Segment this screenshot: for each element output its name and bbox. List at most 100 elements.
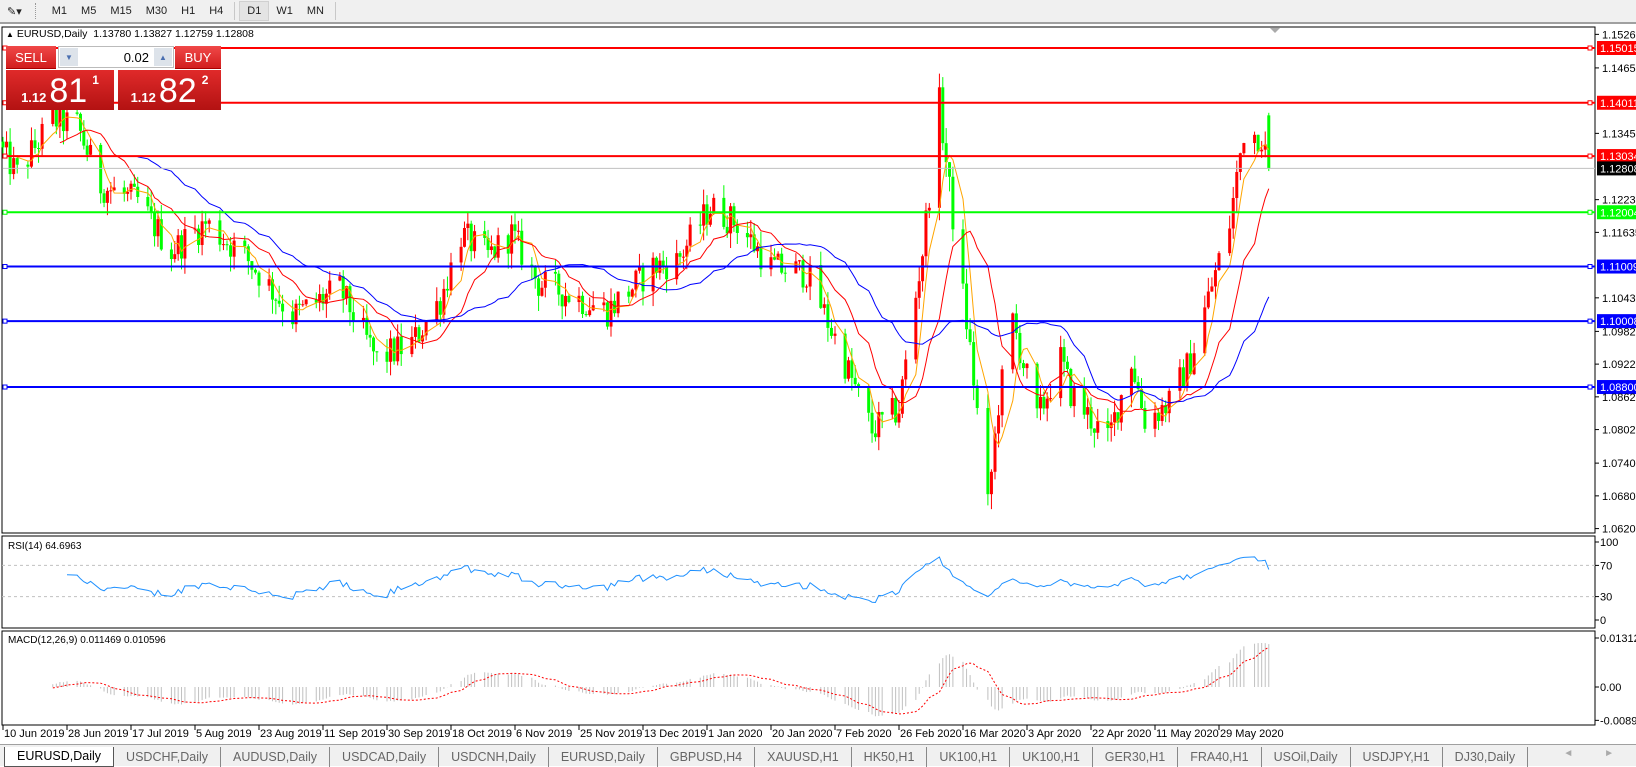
timeframe-h4[interactable]: H4: [209, 5, 224, 17]
candle-body: [605, 302, 609, 327]
candle-body: [769, 257, 773, 270]
buy-button[interactable]: BUY: [175, 46, 221, 69]
macd-panel[interactable]: [1, 630, 1596, 726]
candle-body: [1267, 115, 1271, 169]
candle-body: [1014, 313, 1018, 333]
candle-body: [752, 234, 756, 252]
candle: [274, 298, 278, 315]
chart-tab[interactable]: EURUSD,Daily: [4, 746, 115, 767]
candle: [1178, 359, 1182, 400]
candle: [759, 231, 763, 278]
chart-tab[interactable]: USDJPY,H1: [1351, 746, 1443, 767]
chart-tab[interactable]: XAUUSD,H1: [755, 746, 852, 767]
sell-price-box[interactable]: 1.12 81 1: [6, 70, 114, 110]
chart-tab[interactable]: USOil,Daily: [1262, 746, 1351, 767]
candle-body: [1181, 367, 1185, 388]
timeframe-m15[interactable]: M15: [110, 5, 132, 17]
price-axis-label: 1.09820: [1602, 326, 1636, 338]
candle-body: [277, 300, 281, 304]
level-handle-icon[interactable]: [1587, 384, 1593, 390]
chart-tab[interactable]: UK100,H1: [927, 746, 1011, 767]
rsi-panel[interactable]: [1, 535, 1596, 629]
level-handle-icon[interactable]: [1587, 153, 1593, 159]
level-handle-icon[interactable]: [1587, 45, 1593, 51]
level-handle-icon[interactable]: [2, 318, 8, 324]
candle: [1133, 355, 1137, 384]
toolbar-separator: [334, 2, 336, 20]
timeframe-mn[interactable]: MN: [306, 5, 324, 17]
chart-tab[interactable]: AUDUSD,Daily: [221, 746, 331, 767]
main-chart-panel[interactable]: [1, 26, 1596, 534]
candle: [221, 233, 225, 251]
timeframe-w1[interactable]: W1: [276, 5, 293, 17]
sell-price-prefix: 1.12: [21, 90, 47, 105]
candle: [257, 270, 261, 298]
ma-slow-line: [137, 156, 1270, 404]
chart-tab[interactable]: USDCHF,Daily: [114, 746, 221, 767]
level-handle-icon[interactable]: [1587, 100, 1593, 106]
timeframe-m30[interactable]: M30: [145, 5, 168, 17]
timeframe-m1[interactable]: M1: [51, 5, 68, 17]
candle-body: [745, 232, 749, 238]
decrease-lots-icon[interactable]: ▼: [60, 48, 78, 66]
macd-label: MACD(12,26,9) 0.011469 0.010596: [8, 635, 166, 646]
chart-tab[interactable]: FRA40,H1: [1178, 746, 1262, 767]
candle: [914, 291, 918, 364]
candle-body: [1178, 367, 1182, 391]
chart-tab[interactable]: USDCAD,Daily: [330, 746, 440, 767]
chart-tab[interactable]: USDCNH,Daily: [439, 746, 549, 767]
timeframe-h1[interactable]: H1: [181, 5, 196, 17]
candle-body: [808, 265, 812, 287]
chart-tab[interactable]: GBPUSD,H4: [658, 746, 756, 767]
candle-body: [321, 294, 325, 304]
candle-body: [65, 112, 69, 132]
tab-scroll-arrows-icon[interactable]: ◄ ►: [1563, 748, 1628, 759]
candle: [513, 213, 517, 244]
level-handle-icon[interactable]: [2, 264, 8, 270]
chart-tab[interactable]: DJ30,Daily: [1443, 746, 1529, 767]
candle-body: [385, 351, 389, 362]
level-handle-icon[interactable]: [2, 153, 8, 159]
price-axis-label: 1.06805: [1602, 491, 1636, 503]
level-handle-icon[interactable]: [1587, 264, 1593, 270]
candle-body: [1011, 313, 1015, 370]
chart-shift-marker-icon[interactable]: [1270, 28, 1280, 33]
candle-body: [257, 272, 261, 286]
candle: [688, 217, 692, 252]
increase-lots-icon[interactable]: ▲: [154, 48, 172, 66]
buy-price-box[interactable]: 1.12 82 2: [118, 70, 221, 110]
toolbar-grip[interactable]: [34, 3, 39, 19]
chart-tab[interactable]: UK100,H1: [1010, 746, 1093, 767]
crosshair-tools-icon[interactable]: ✎▾: [7, 5, 22, 18]
candle: [351, 297, 355, 333]
chart-tab[interactable]: EURUSD,Daily: [549, 746, 658, 767]
level-handle-icon[interactable]: [1587, 209, 1593, 215]
candle-body: [921, 256, 925, 282]
level-handle-icon[interactable]: [2, 384, 8, 390]
timeframe-d1[interactable]: D1: [239, 1, 270, 21]
candle-body: [506, 235, 510, 254]
candle-body: [698, 224, 702, 226]
date-axis-label: 26 Feb 2020: [900, 728, 962, 740]
symbol-label: EURUSD,Daily: [16, 28, 88, 40]
candle: [389, 330, 393, 376]
timeframe-m5[interactable]: M5: [81, 5, 97, 17]
collapse-arrow-icon[interactable]: ▲: [6, 30, 14, 39]
candle: [567, 293, 571, 304]
candle: [537, 276, 541, 312]
candle-body: [537, 278, 541, 296]
chart-tab[interactable]: GER30,H1: [1093, 746, 1179, 767]
level-handle-icon[interactable]: [1587, 318, 1593, 324]
lot-size-input[interactable]: [79, 48, 153, 66]
sell-button[interactable]: SELL: [6, 46, 56, 69]
candle: [1143, 400, 1147, 433]
chart-tab[interactable]: HK50,H1: [852, 746, 928, 767]
candle: [1267, 112, 1271, 172]
candle: [540, 280, 544, 297]
candle-body: [424, 321, 428, 336]
candle-body: [997, 415, 1001, 434]
level-handle-icon[interactable]: [2, 209, 8, 215]
candle-body: [232, 240, 236, 257]
candle: [877, 401, 881, 451]
